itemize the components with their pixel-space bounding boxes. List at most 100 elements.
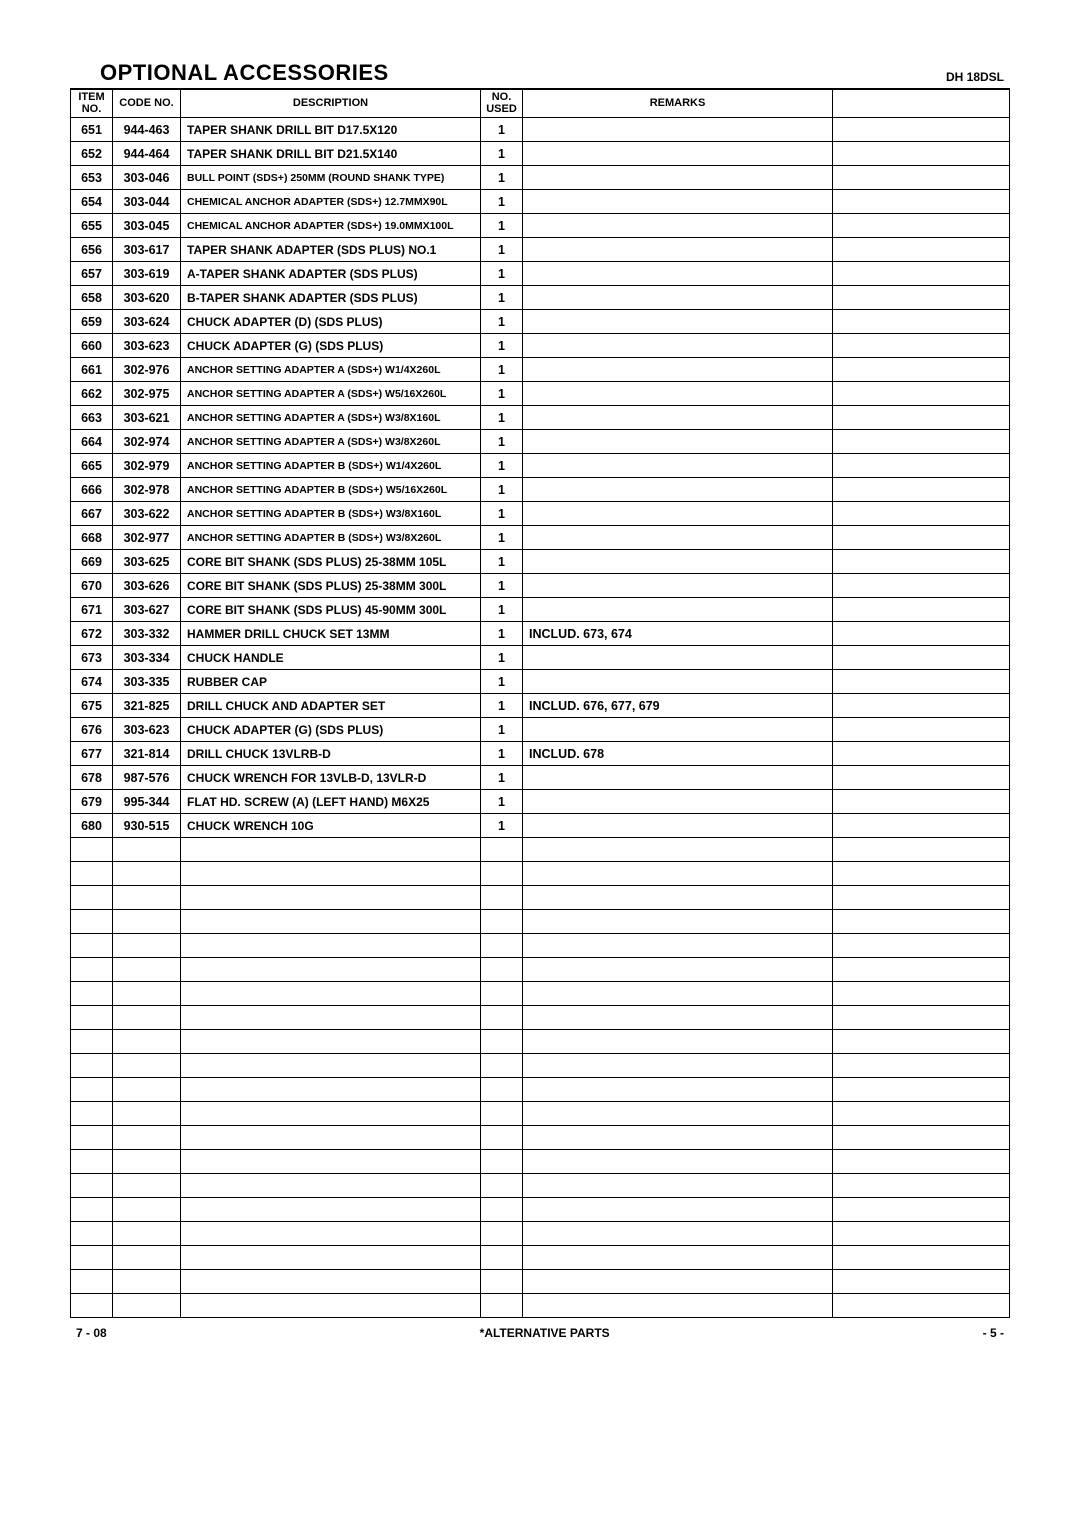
cell-item: 656 bbox=[71, 238, 113, 262]
cell-code: 303-626 bbox=[113, 574, 181, 598]
col-used: NO.USED bbox=[481, 90, 523, 118]
cell-spare bbox=[833, 406, 1010, 430]
table-row: 666302-978ANCHOR SETTING ADAPTER B (SDS+… bbox=[71, 478, 1010, 502]
cell-remarks bbox=[523, 214, 833, 238]
cell-code: 302-974 bbox=[113, 430, 181, 454]
cell-remarks: INCLUD. 673, 674 bbox=[523, 622, 833, 646]
cell-item: 675 bbox=[71, 694, 113, 718]
table-row: 663303-621ANCHOR SETTING ADAPTER A (SDS+… bbox=[71, 406, 1010, 430]
cell-remarks bbox=[523, 262, 833, 286]
table-row: 652944-464TAPER SHANK DRILL BIT D21.5X14… bbox=[71, 142, 1010, 166]
cell-used: 1 bbox=[481, 358, 523, 382]
cell-code: 995-344 bbox=[113, 790, 181, 814]
cell-spare bbox=[833, 526, 1010, 550]
table-row: 676303-623CHUCK ADAPTER (G) (SDS PLUS)1 bbox=[71, 718, 1010, 742]
cell-item: 676 bbox=[71, 718, 113, 742]
col-item: ITEMNO. bbox=[71, 90, 113, 118]
cell-spare bbox=[833, 142, 1010, 166]
cell-item: 665 bbox=[71, 454, 113, 478]
cell-code: 303-621 bbox=[113, 406, 181, 430]
cell-spare bbox=[833, 310, 1010, 334]
cell-spare bbox=[833, 262, 1010, 286]
cell-used: 1 bbox=[481, 766, 523, 790]
cell-code: 302-976 bbox=[113, 358, 181, 382]
table-row: 678987-576CHUCK WRENCH FOR 13VLB-D, 13VL… bbox=[71, 766, 1010, 790]
cell-spare bbox=[833, 598, 1010, 622]
cell-code: 303-332 bbox=[113, 622, 181, 646]
cell-item: 670 bbox=[71, 574, 113, 598]
table-row-empty bbox=[71, 1030, 1010, 1054]
cell-used: 1 bbox=[481, 118, 523, 142]
cell-item: 669 bbox=[71, 550, 113, 574]
cell-code: 944-464 bbox=[113, 142, 181, 166]
cell-code: 302-975 bbox=[113, 382, 181, 406]
table-row-empty bbox=[71, 1222, 1010, 1246]
table-row: 670303-626CORE BIT SHANK (SDS PLUS) 25-3… bbox=[71, 574, 1010, 598]
table-row: 655303-045CHEMICAL ANCHOR ADAPTER (SDS+)… bbox=[71, 214, 1010, 238]
cell-remarks bbox=[523, 430, 833, 454]
cell-spare bbox=[833, 358, 1010, 382]
cell-remarks bbox=[523, 790, 833, 814]
cell-used: 1 bbox=[481, 262, 523, 286]
cell-desc: B-TAPER SHANK ADAPTER (SDS PLUS) bbox=[181, 286, 481, 310]
table-row-empty bbox=[71, 1054, 1010, 1078]
cell-remarks bbox=[523, 670, 833, 694]
table-row: 669303-625CORE BIT SHANK (SDS PLUS) 25-3… bbox=[71, 550, 1010, 574]
cell-code: 303-334 bbox=[113, 646, 181, 670]
cell-item: 657 bbox=[71, 262, 113, 286]
cell-item: 654 bbox=[71, 190, 113, 214]
cell-used: 1 bbox=[481, 334, 523, 358]
cell-desc: CHUCK ADAPTER (D) (SDS PLUS) bbox=[181, 310, 481, 334]
cell-used: 1 bbox=[481, 310, 523, 334]
cell-desc: RUBBER CAP bbox=[181, 670, 481, 694]
table-row: 679995-344FLAT HD. SCREW (A) (LEFT HAND)… bbox=[71, 790, 1010, 814]
cell-remarks bbox=[523, 646, 833, 670]
cell-item: 661 bbox=[71, 358, 113, 382]
table-row-empty bbox=[71, 1270, 1010, 1294]
model-code: DH 18DSL bbox=[946, 70, 1010, 88]
cell-used: 1 bbox=[481, 286, 523, 310]
table-row: 674303-335RUBBER CAP1 bbox=[71, 670, 1010, 694]
cell-remarks bbox=[523, 142, 833, 166]
col-desc: DESCRIPTION bbox=[181, 90, 481, 118]
table-row: 660303-623CHUCK ADAPTER (G) (SDS PLUS)1 bbox=[71, 334, 1010, 358]
cell-used: 1 bbox=[481, 502, 523, 526]
page: OPTIONAL ACCESSORIES DH 18DSL ITEMNO. CO… bbox=[0, 0, 1080, 1370]
cell-spare bbox=[833, 214, 1010, 238]
table-row-empty bbox=[71, 886, 1010, 910]
table-row-empty bbox=[71, 934, 1010, 958]
cell-code: 303-046 bbox=[113, 166, 181, 190]
cell-item: 660 bbox=[71, 334, 113, 358]
cell-used: 1 bbox=[481, 214, 523, 238]
cell-desc: TAPER SHANK DRILL BIT D17.5X120 bbox=[181, 118, 481, 142]
cell-spare bbox=[833, 238, 1010, 262]
cell-item: 678 bbox=[71, 766, 113, 790]
cell-remarks bbox=[523, 502, 833, 526]
cell-spare bbox=[833, 502, 1010, 526]
table-row: 677321-814DRILL CHUCK 13VLRB-D1INCLUD. 6… bbox=[71, 742, 1010, 766]
cell-spare bbox=[833, 190, 1010, 214]
cell-remarks: INCLUD. 676, 677, 679 bbox=[523, 694, 833, 718]
table-row: 654303-044CHEMICAL ANCHOR ADAPTER (SDS+)… bbox=[71, 190, 1010, 214]
cell-used: 1 bbox=[481, 238, 523, 262]
table-row-empty bbox=[71, 1150, 1010, 1174]
cell-spare bbox=[833, 334, 1010, 358]
cell-item: 673 bbox=[71, 646, 113, 670]
cell-desc: ANCHOR SETTING ADAPTER B (SDS+) W5/16X26… bbox=[181, 478, 481, 502]
cell-code: 303-617 bbox=[113, 238, 181, 262]
cell-used: 1 bbox=[481, 454, 523, 478]
cell-spare bbox=[833, 790, 1010, 814]
table-row: 675321-825DRILL CHUCK AND ADAPTER SET1IN… bbox=[71, 694, 1010, 718]
cell-used: 1 bbox=[481, 430, 523, 454]
cell-remarks bbox=[523, 286, 833, 310]
table-row: 656303-617TAPER SHANK ADAPTER (SDS PLUS)… bbox=[71, 238, 1010, 262]
cell-desc: CHUCK WRENCH FOR 13VLB-D, 13VLR-D bbox=[181, 766, 481, 790]
table-row: 658303-620B-TAPER SHANK ADAPTER (SDS PLU… bbox=[71, 286, 1010, 310]
cell-spare bbox=[833, 286, 1010, 310]
cell-used: 1 bbox=[481, 478, 523, 502]
cell-remarks bbox=[523, 166, 833, 190]
cell-spare bbox=[833, 430, 1010, 454]
cell-desc: FLAT HD. SCREW (A) (LEFT HAND) M6X25 bbox=[181, 790, 481, 814]
cell-code: 302-978 bbox=[113, 478, 181, 502]
cell-remarks bbox=[523, 478, 833, 502]
